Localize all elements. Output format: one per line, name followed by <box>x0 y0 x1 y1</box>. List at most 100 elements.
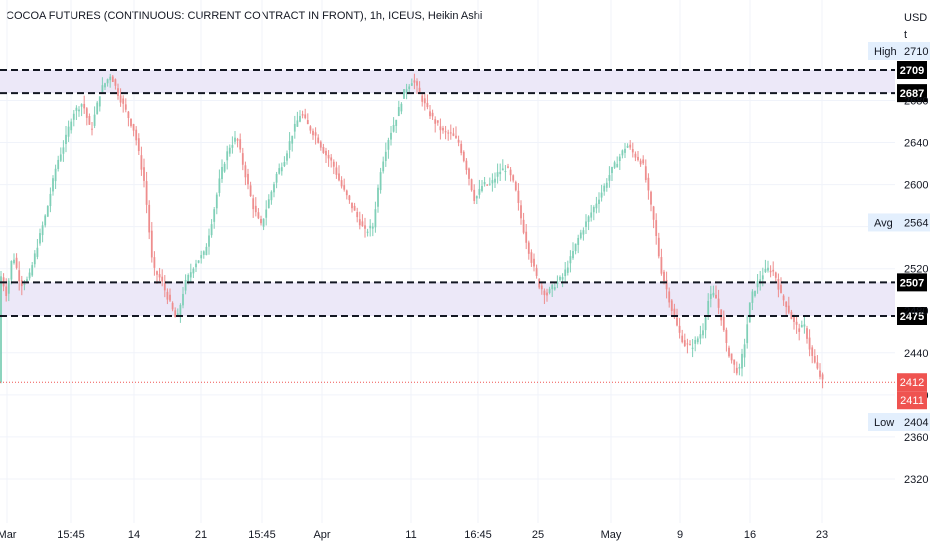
candle-body <box>816 362 819 369</box>
candle-body <box>273 184 275 193</box>
candle-body <box>135 129 138 141</box>
avg-label-bg <box>868 213 930 232</box>
candle-body <box>566 267 569 273</box>
candle-body <box>720 309 723 321</box>
time-axis[interactable]: Mar 15:45 14 21 15:45 Apr 11 16:45 25 May 9 16 23 <box>0 529 828 541</box>
candle-body <box>221 166 223 180</box>
y-tick-label: 2440 <box>904 348 928 360</box>
candle-body <box>728 347 730 357</box>
candle-body <box>114 79 117 86</box>
candle-body <box>579 232 582 239</box>
candle-body <box>624 148 626 153</box>
candle-body <box>70 121 73 131</box>
level-label: 2709 <box>900 65 924 77</box>
candle-body <box>80 104 83 107</box>
candle-body <box>309 126 312 131</box>
candle-body <box>171 302 174 310</box>
candle-body <box>91 128 93 130</box>
candle-body <box>117 88 119 96</box>
candle-body <box>96 102 99 115</box>
candle-body <box>127 111 130 119</box>
candle-body <box>475 196 478 199</box>
candle-body <box>189 272 192 278</box>
candle-body <box>741 353 743 369</box>
x-tick-label: 9 <box>677 529 683 541</box>
candle-body <box>525 231 528 243</box>
candle-body <box>356 212 359 218</box>
candle-body <box>236 139 239 141</box>
candle-body <box>166 291 169 300</box>
candle-body <box>613 162 616 168</box>
candle-body <box>195 263 197 268</box>
candle-body <box>338 173 340 181</box>
candle-body <box>348 195 351 201</box>
candle-body <box>429 111 431 117</box>
candle-body <box>486 184 489 186</box>
candle-body <box>551 284 554 290</box>
candle-body <box>605 182 608 188</box>
candle-body <box>351 202 353 209</box>
candle-body <box>795 321 798 325</box>
level-lines[interactable]: 2709 2687 2507 2475 <box>0 61 927 325</box>
x-tick-label: Mar <box>0 529 17 541</box>
candle-body <box>631 149 634 153</box>
candle-body <box>592 206 595 213</box>
currency-sub-label: t <box>904 29 907 41</box>
candle-body <box>642 159 645 164</box>
candle-body <box>252 198 255 210</box>
candle-body <box>200 255 203 259</box>
candle-body <box>54 168 57 182</box>
candle-body <box>746 324 749 344</box>
candle-body <box>730 353 733 361</box>
y-tick-label: 2600 <box>904 180 928 192</box>
candle-body <box>460 143 463 153</box>
candle-body <box>569 256 572 264</box>
price-axis[interactable]: USD t 2320236024002440248025202560260026… <box>868 12 930 486</box>
candle-body <box>314 132 317 136</box>
candle-body <box>330 157 333 161</box>
candle-body <box>457 139 460 143</box>
candle-body <box>452 133 455 136</box>
candle-body <box>145 181 148 205</box>
candle-body <box>13 259 15 264</box>
candle-body <box>689 344 691 346</box>
candle-body <box>559 276 561 281</box>
high-label-name: High <box>874 46 897 58</box>
candle-body <box>202 251 205 255</box>
candle-body <box>585 221 587 228</box>
candle-body <box>761 275 764 280</box>
currency-label: USD <box>904 12 927 24</box>
candle-body <box>371 226 374 229</box>
candle-body <box>174 310 177 318</box>
low-label-value: 2404 <box>904 417 928 429</box>
candle-body <box>686 343 689 345</box>
candle-body <box>265 209 268 218</box>
avg-label-name: Avg <box>874 217 893 229</box>
candle-body <box>665 280 668 290</box>
candle-body <box>358 219 361 226</box>
candle-body <box>774 272 777 278</box>
candle-body <box>582 230 585 235</box>
candle-body <box>15 257 18 268</box>
candle-body <box>137 138 140 152</box>
candle-body <box>657 237 660 257</box>
candle-body <box>44 215 47 226</box>
candle-body <box>681 335 684 343</box>
candle-body <box>67 126 70 137</box>
candle-body <box>483 182 486 185</box>
candle-body <box>231 145 234 148</box>
avg-label-value: 2564 <box>904 217 928 229</box>
candle-body <box>715 294 717 299</box>
candle-body <box>26 279 28 282</box>
candle-body <box>374 209 377 228</box>
candle-body <box>678 325 681 333</box>
candle-body <box>62 147 65 154</box>
candle-body <box>205 246 208 256</box>
candle-body <box>312 130 314 136</box>
candle-body <box>512 175 515 181</box>
candle-body <box>735 367 738 374</box>
candle-body <box>392 125 395 132</box>
candle-body <box>140 155 143 170</box>
high-label-value: 2710 <box>904 46 928 58</box>
